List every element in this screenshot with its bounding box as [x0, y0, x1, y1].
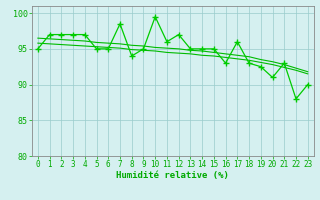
- X-axis label: Humidité relative (%): Humidité relative (%): [116, 171, 229, 180]
